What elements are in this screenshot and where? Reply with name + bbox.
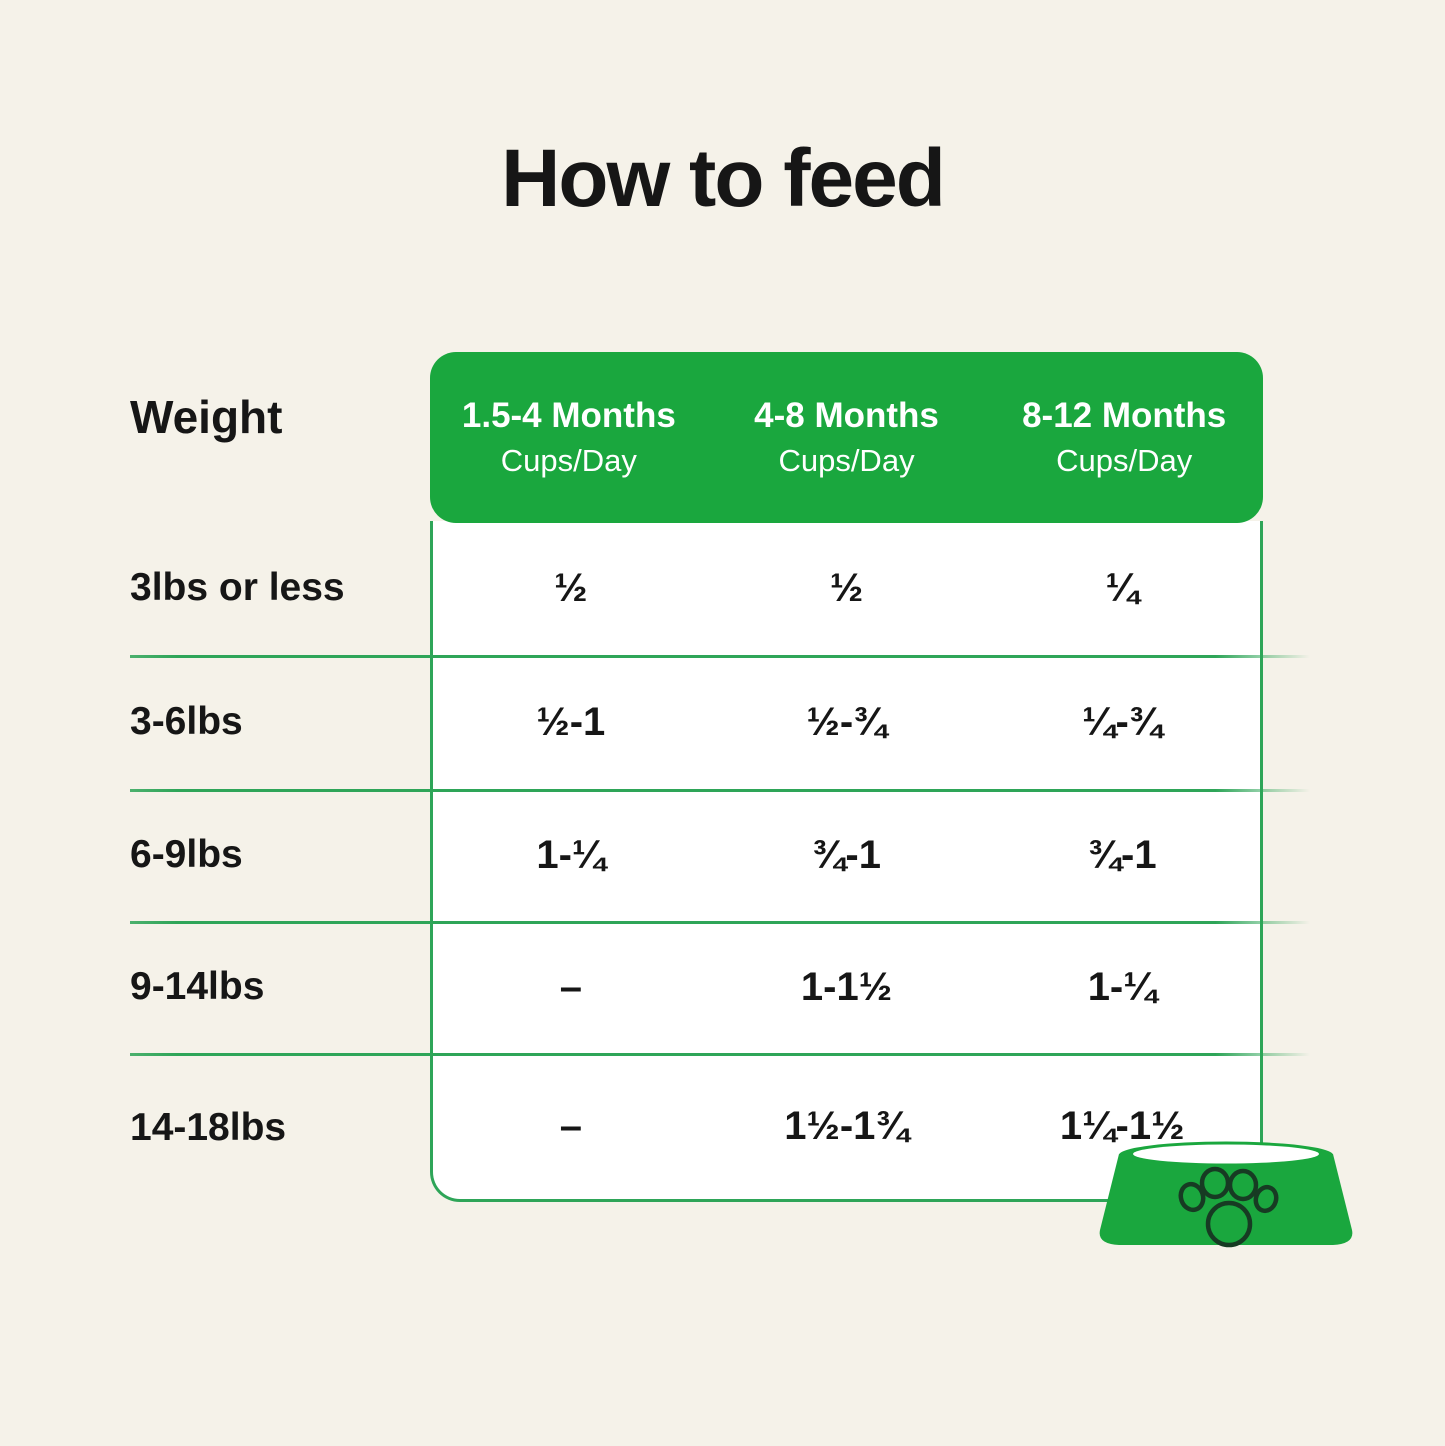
row-label: 3lbs or less — [130, 566, 345, 609]
row-divider — [130, 921, 1310, 924]
table-cell: ¾-1 — [812, 832, 881, 877]
table-cell: ½-1 — [536, 699, 606, 744]
column-header-unit: Cups/Day — [778, 443, 915, 478]
dog-bowl-icon — [1099, 1141, 1353, 1248]
table-row: – 1-1½ 1-¼ — [433, 921, 1260, 1053]
table-cell: 1-1½ — [800, 964, 893, 1009]
table-row: 1-¼ ¾-1 ¾-1 — [433, 789, 1260, 921]
row-label: 6-9lbs — [130, 833, 243, 876]
table-row: ½-1 ½-¾ ¼-¾ — [433, 655, 1260, 789]
table-cell: ¼ — [1105, 565, 1139, 610]
table-cell: ½-¾ — [806, 699, 887, 744]
paw-print-icon — [1178, 1166, 1279, 1248]
column-header-unit: Cups/Day — [1056, 443, 1193, 478]
feeding-table-body: ½ ½ ¼ ½-1 ½-¾ ¼-¾ 1-¼ ¾-1 ¾-1 – 1-1½ 1-¼… — [430, 521, 1263, 1202]
weight-column-header: Weight — [130, 391, 283, 443]
row-divider — [130, 789, 1310, 792]
table-cell: ½ — [554, 565, 588, 610]
column-header-age-2: 4-8 Months Cups/Day — [708, 394, 986, 481]
column-header-range: 1.5-4 Months — [461, 396, 676, 436]
table-cell: – — [559, 1103, 582, 1148]
table-cell: 1-¼ — [536, 832, 606, 877]
row-label: 14-18lbs — [130, 1105, 287, 1149]
column-header-range: 4-8 Months — [754, 396, 939, 436]
column-header-unit: Cups/Day — [500, 443, 637, 478]
row-divider — [130, 655, 1310, 658]
table-cell: ¾-1 — [1087, 832, 1157, 877]
table-row: ½ ½ ¼ — [433, 521, 1260, 655]
table-cell: 1¼-1½ — [1059, 1103, 1185, 1148]
table-cell: ½ — [829, 565, 864, 610]
table-row: – 1½-1¾ 1¼-1½ — [433, 1053, 1260, 1199]
weight-row-labels: 3lbs or less 3-6lbs 6-9lbs 9-14lbs 14-18… — [130, 521, 430, 1202]
table-cell: 1-¼ — [1087, 964, 1157, 1009]
page-title: How to feed — [501, 133, 946, 224]
table-cell: ¼-¾ — [1082, 699, 1163, 744]
column-header-age-1: 1.5-4 Months Cups/Day — [430, 394, 708, 481]
column-header-age-3: 8-12 Months Cups/Day — [985, 394, 1263, 481]
table-header-banner: 1.5-4 Months Cups/Day 4-8 Months Cups/Da… — [430, 352, 1263, 523]
table-cell: – — [559, 964, 582, 1009]
row-divider — [130, 1053, 1310, 1056]
row-label: 9-14lbs — [130, 965, 265, 1008]
column-header-range: 8-12 Months — [1022, 396, 1227, 436]
table-cell: 1½-1¾ — [784, 1103, 909, 1148]
row-label: 3-6lbs — [130, 700, 243, 743]
